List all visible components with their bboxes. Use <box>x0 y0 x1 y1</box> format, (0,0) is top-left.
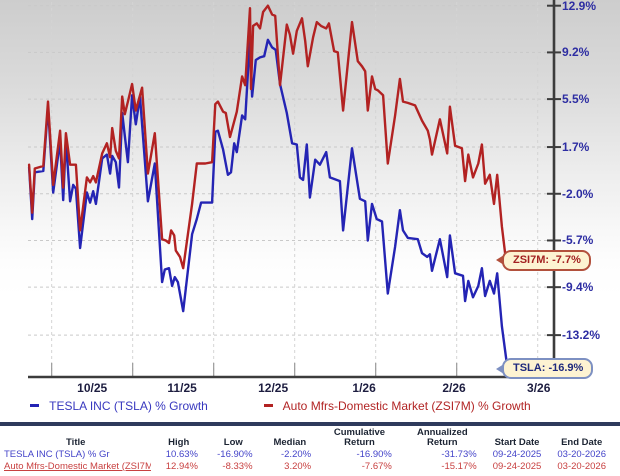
stats-value-cell: -16.90% <box>356 448 392 460</box>
tsla-line-marker-icon <box>30 404 39 407</box>
stats-value-cell: -8.33% <box>222 460 253 472</box>
x-axis-label: 10/25 <box>77 381 108 395</box>
legend-item-zsi7m: Auto Mfrs-Domestic Market (ZSI7M) % Grow… <box>264 399 531 413</box>
y-axis-label: -13.2% <box>562 328 601 343</box>
zsi7m-legend-label: Auto Mfrs-Domestic Market (ZSI7M) % Grow… <box>282 399 531 413</box>
growth-line-chart <box>27 0 561 379</box>
stats-value-cell: -15.17% <box>441 460 477 472</box>
stats-value-cell: 09-24-2025 <box>492 460 542 472</box>
stats-header-title: Title <box>66 437 86 449</box>
y-axis-label: -9.4% <box>562 280 594 295</box>
tsla-legend-label: TESLA INC (TSLA) % Growth <box>49 399 208 413</box>
y-axis-label: 5.5% <box>562 92 590 107</box>
stats-value-cell: -31.73% <box>441 448 477 460</box>
y-axis-label: 1.7% <box>562 140 590 155</box>
stats-value-cell: -7.67% <box>361 460 392 472</box>
stats-header-high: High <box>168 437 190 449</box>
y-axis-label: -5.7% <box>562 233 594 248</box>
stats-row-tsla: TESLA INC (TSLA) % Gr 10.63% -16.90% -2.20%… <box>0 449 614 461</box>
zsi7m-growth-line <box>27 4 510 270</box>
stats-table: Title High Low Median Cumulative Return Annua… <box>0 427 614 473</box>
tsla-end-value-label: TSLA: -16.9% <box>513 362 584 374</box>
x-axis-label: 12/25 <box>258 381 289 395</box>
stats-value-cell: 10.63% <box>165 448 198 460</box>
stats-title-cell[interactable]: Auto Mfrs-Domestic Market (ZSI7M) % Gr <box>4 460 152 472</box>
stats-value-cell: 09-24-2025 <box>492 448 542 460</box>
legend-item-tsla: TESLA INC (TSLA) % Growth <box>30 399 208 413</box>
y-axis-label: -2.0% <box>562 186 594 201</box>
zsi7m-line-marker-icon <box>264 404 273 407</box>
stats-value-cell: -16.90% <box>217 448 253 460</box>
stats-header-cumulative-return: Cumulative Return <box>333 427 386 449</box>
y-axis-label: 12.9% <box>562 0 597 13</box>
stats-value-cell: 12.94% <box>165 460 198 472</box>
stats-value-cell: 3.20% <box>284 460 312 472</box>
stats-header-start-date: Start Date <box>494 437 540 449</box>
stats-header-low: Low <box>223 437 243 449</box>
x-axis-label: 3/26 <box>527 381 551 395</box>
stats-value-cell: 03-20-2026 <box>557 448 606 460</box>
x-axis-label: 11/25 <box>167 381 197 395</box>
stats-value-cell: -2.20% <box>280 448 312 460</box>
stats-header-end-date: End Date <box>561 437 603 449</box>
stats-row-zsi7m: Auto Mfrs-Domestic Market (ZSI7M) % Gr 12… <box>0 461 614 473</box>
stats-header-annualized-return: Annualized Return <box>416 427 468 449</box>
x-axis-label: 2/26 <box>442 381 466 395</box>
x-axis-label: 1/26 <box>352 381 376 395</box>
y-axis-label: 9.2% <box>562 45 590 60</box>
stats-header-median: Median <box>273 437 307 449</box>
zsi7m-end-value-callout: ZSI7M: -7.7% <box>496 249 591 271</box>
callout-pointer-icon <box>496 255 504 266</box>
stats-title-cell: TESLA INC (TSLA) % Gr <box>4 448 110 460</box>
zsi7m-end-value-label: ZSI7M: -7.7% <box>513 253 581 266</box>
stats-value-cell: 03-20-2026 <box>557 460 606 472</box>
chart-legend: TESLA INC (TSLA) % Growth Auto Mfrs-Dome… <box>0 399 620 415</box>
plot-area: 12.9% 9.2% 5.5% 1.7% -2.0% -5.7% -9.4% -13.2% 1… <box>0 0 620 396</box>
tsla-growth-line <box>27 36 510 376</box>
table-top-border <box>0 422 620 426</box>
callout-pointer-icon <box>496 363 504 374</box>
tsla-end-value-callout: TSLA: -16.9% <box>496 358 594 379</box>
